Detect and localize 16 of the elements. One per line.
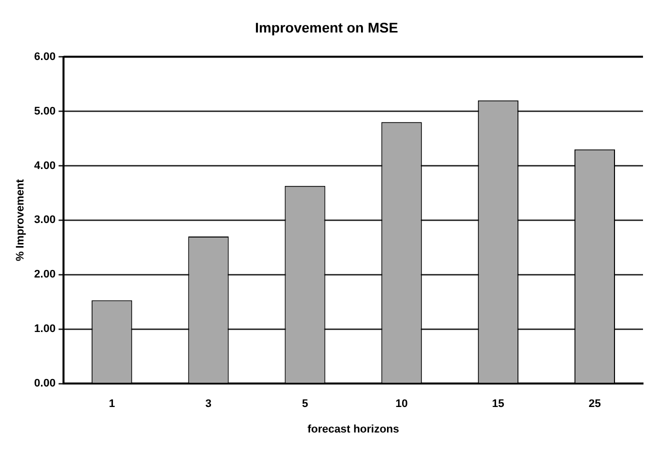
y-tick-label: 0.00 <box>34 378 56 390</box>
chart-title: Improvement on MSE <box>254 19 398 36</box>
y-tick-label: 6.00 <box>34 50 56 63</box>
x-tick-label: 25 <box>588 398 601 410</box>
y-tick-label: 2.00 <box>34 268 56 281</box>
x-axis-title: forecast horizons <box>307 423 400 436</box>
y-tick-label: 4.00 <box>34 160 56 172</box>
x-tick-label: 5 <box>302 398 308 410</box>
y-tick-label: 5.00 <box>34 105 56 118</box>
x-tick-label: 10 <box>395 398 408 410</box>
y-tick-label: 1.00 <box>34 323 56 336</box>
x-tick-label: 3 <box>205 398 212 410</box>
x-tick-label: 15 <box>492 398 504 410</box>
y-tick-label: 3.00 <box>34 214 56 226</box>
y-axis-title: % Improvement <box>14 178 27 262</box>
x-tick-label: 1 <box>108 398 115 410</box>
